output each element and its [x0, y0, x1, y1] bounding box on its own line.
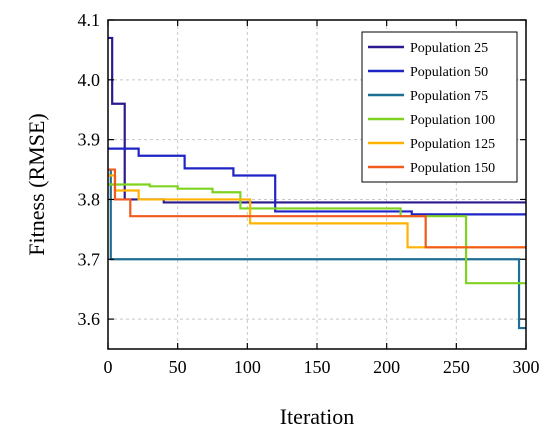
y-axis-label: Fitness (RMSE): [24, 113, 49, 255]
x-tick-label: 200: [373, 357, 400, 377]
series-group: [108, 36, 526, 330]
legend-label: Population 100: [410, 113, 495, 128]
y-tick-label: 3.8: [78, 189, 101, 209]
y-tick-label: 4.1: [78, 10, 101, 30]
legend-label: Population 25: [410, 41, 488, 56]
x-tick-label: 0: [104, 357, 113, 377]
legend-label: Population 125: [410, 137, 495, 152]
x-tick-label: 100: [234, 357, 261, 377]
legend: Population 25 Population 50 Population 75 P…: [361, 31, 518, 183]
x-axis-label: Iteration: [280, 404, 355, 429]
x-tick-label: 300: [513, 357, 540, 377]
y-tick-label: 3.9: [78, 130, 101, 150]
legend-box: [361, 31, 518, 183]
y-tick-label: 3.6: [78, 309, 101, 329]
legend-label: Population 75: [410, 89, 488, 104]
series-line-6: [108, 168, 526, 249]
axis-ticks: 0 50 100 150 200 250 300 3.6 3.7 3.8 3.9 4.0 4.1: [78, 10, 540, 377]
legend-label: Population 150: [410, 161, 495, 176]
y-tick-label: 3.7: [78, 249, 101, 269]
series-line-1: [108, 36, 526, 204]
series-line-4: [108, 183, 526, 285]
x-tick-label: 50: [169, 357, 187, 377]
legend-label: Population 50: [410, 65, 488, 80]
series-line-2: [108, 147, 526, 216]
x-tick-label: 150: [304, 357, 331, 377]
x-tick-label: 250: [443, 357, 470, 377]
y-tick-label: 4.0: [78, 70, 101, 90]
